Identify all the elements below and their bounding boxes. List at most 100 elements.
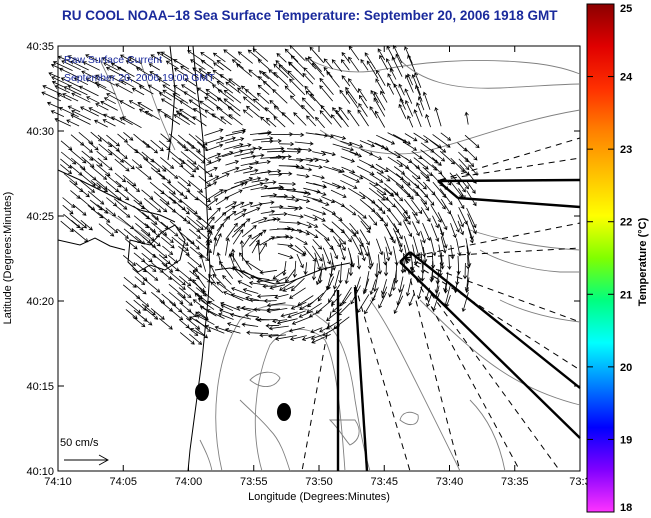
current-vector-arrow	[196, 197, 212, 211]
current-vector-arrow	[439, 188, 453, 206]
current-vector-arrow	[150, 139, 164, 152]
current-vector-arrow	[319, 110, 333, 125]
current-vector-arrow	[294, 147, 313, 153]
current-vector-arrow	[323, 58, 334, 70]
current-vector-arrow	[246, 330, 269, 335]
current-vector-arrow	[340, 247, 346, 261]
current-vector-arrow	[278, 141, 295, 147]
current-vector-arrow	[305, 229, 319, 238]
current-vector-arrow	[123, 159, 135, 170]
scale-arrow	[64, 454, 109, 466]
current-vector-arrow	[278, 64, 295, 81]
y-tick-label: 40:35	[26, 41, 54, 53]
current-vector-arrow	[386, 197, 396, 208]
current-vector-arrow	[228, 253, 236, 269]
current-vector-arrow	[403, 188, 414, 200]
current-vector-arrow	[315, 229, 330, 241]
current-vector-arrow	[425, 113, 431, 128]
current-vector-arrow	[88, 107, 106, 117]
current-vector-arrow	[169, 308, 184, 321]
current-vector-arrow	[335, 109, 349, 128]
current-vector-arrow	[432, 134, 451, 148]
current-vector-arrow	[230, 252, 243, 272]
current-vector-arrow	[340, 140, 353, 146]
current-vector-arrow	[103, 97, 116, 105]
current-vector-arrow	[173, 59, 190, 70]
current-vector-arrow	[236, 63, 253, 77]
current-vector-arrow	[272, 88, 288, 104]
current-vector-arrow	[467, 213, 477, 235]
current-vector-arrow	[434, 106, 442, 127]
current-vector-arrow	[365, 151, 383, 160]
current-vector-arrow	[465, 180, 476, 194]
current-vector-arrow	[194, 327, 209, 339]
current-vector-arrow	[259, 200, 275, 205]
current-vector-arrow	[393, 246, 399, 266]
current-vector-arrow	[348, 78, 359, 94]
current-vector-arrow	[412, 244, 418, 266]
current-vector-arrow	[311, 62, 325, 77]
current-vector-arrow	[272, 269, 287, 280]
current-vector-arrow	[122, 174, 137, 187]
current-vector-arrow	[349, 171, 364, 180]
current-vector-arrow	[457, 220, 465, 236]
current-vector-arrow	[242, 109, 253, 118]
current-vector-arrow	[225, 201, 237, 209]
current-vector-arrow	[379, 54, 389, 70]
current-vector-arrow	[137, 102, 154, 112]
current-vector-arrow	[308, 309, 323, 318]
current-vector-arrow	[395, 183, 411, 198]
current-vector-arrow	[370, 89, 379, 104]
current-vector-arrow	[80, 106, 99, 117]
current-vector-arrow	[430, 238, 437, 257]
current-vector-arrow	[457, 181, 466, 193]
current-vector-arrow	[276, 235, 294, 240]
current-vector-arrow	[247, 49, 261, 61]
current-vector-arrow	[266, 302, 286, 308]
current-vector-arrow	[306, 115, 317, 127]
current-vector-arrow	[384, 187, 395, 197]
current-vector-arrow	[223, 98, 241, 112]
current-vector-arrow	[173, 67, 188, 77]
current-vector-arrow	[440, 198, 451, 215]
current-vector-arrow	[106, 222, 119, 234]
current-vector-arrow	[396, 159, 410, 169]
current-vector-arrow	[341, 51, 351, 64]
current-vector-arrow	[268, 138, 282, 144]
current-vector-arrow	[241, 322, 259, 327]
current-vector-arrow	[220, 304, 234, 312]
current-vector-arrow	[204, 109, 217, 119]
current-vector-arrow	[167, 254, 179, 264]
current-vector-arrow	[90, 156, 103, 167]
current-vector-arrow	[277, 243, 294, 248]
current-vector-arrow	[411, 221, 420, 237]
current-vector-arrow	[82, 61, 100, 71]
current-vector-arrow	[259, 269, 277, 275]
colorbar	[586, 3, 615, 513]
current-vector-arrow	[258, 242, 267, 255]
current-vector-arrow	[398, 103, 407, 119]
current-vector-arrow	[223, 142, 244, 150]
current-vector-arrow	[244, 89, 260, 101]
current-vector-arrow	[457, 214, 464, 228]
current-vector-arrow	[376, 204, 386, 215]
current-vector-arrow	[194, 269, 211, 283]
current-vector-arrow	[275, 276, 288, 283]
current-vector-arrow	[242, 234, 252, 248]
x-tick-label: 74:10	[44, 476, 72, 488]
current-vector-arrow	[282, 285, 295, 292]
current-vector-arrow	[100, 100, 118, 111]
current-vector-arrow	[315, 133, 334, 139]
current-vector-arrow	[233, 143, 252, 149]
current-vector-arrow	[177, 292, 193, 306]
current-vector-arrow	[253, 307, 269, 312]
current-vector-arrow	[159, 318, 173, 330]
current-vector-arrow	[213, 189, 228, 198]
current-vector-arrow	[171, 236, 189, 252]
current-vector-arrow	[412, 188, 428, 205]
current-vector-arrow	[422, 247, 428, 264]
current-vector-arrow	[212, 273, 226, 288]
current-vector-arrow	[141, 303, 156, 316]
current-vector-arrow	[405, 74, 414, 93]
current-vector-arrow	[293, 112, 307, 126]
